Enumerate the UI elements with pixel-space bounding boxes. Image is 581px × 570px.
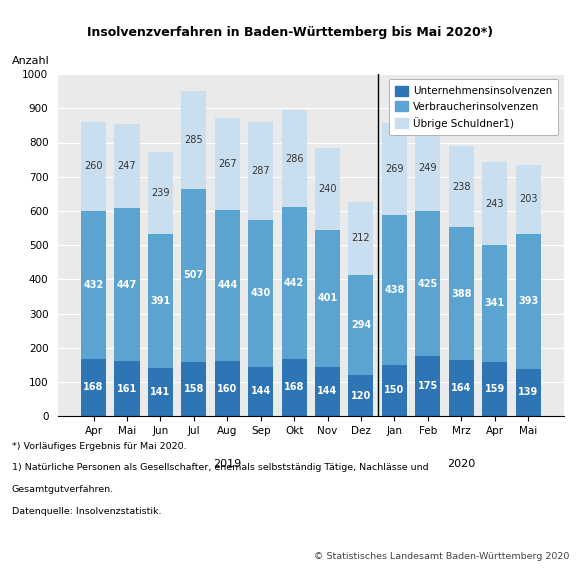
Text: Gesamtgutverfahren.: Gesamtgutverfahren. <box>12 485 114 494</box>
Bar <box>215 210 240 361</box>
Text: 2020: 2020 <box>447 459 475 469</box>
Text: 164: 164 <box>451 383 471 393</box>
Text: 239: 239 <box>151 188 170 198</box>
Text: 1) Natürliche Personen als Gesellschafter, ehemals selbstständig Tätige, Nachläs: 1) Natürliche Personen als Gesellschafte… <box>12 463 428 473</box>
Text: 442: 442 <box>284 278 304 288</box>
Text: 286: 286 <box>285 153 303 164</box>
Bar <box>415 356 440 416</box>
Bar <box>148 234 173 368</box>
Text: 139: 139 <box>518 388 538 397</box>
Bar <box>282 109 307 207</box>
Bar <box>181 362 206 416</box>
Bar <box>349 275 374 375</box>
Text: 267: 267 <box>218 159 236 169</box>
Text: 260: 260 <box>84 161 103 172</box>
Text: 430: 430 <box>250 288 271 298</box>
Text: 120: 120 <box>351 390 371 401</box>
Bar <box>148 368 173 416</box>
Text: 168: 168 <box>284 382 304 392</box>
Bar <box>482 362 507 416</box>
Text: 238: 238 <box>452 182 471 192</box>
Bar <box>282 207 307 359</box>
Bar <box>349 202 374 275</box>
Bar <box>382 215 407 365</box>
Text: 240: 240 <box>318 184 337 194</box>
Text: 158: 158 <box>184 384 204 394</box>
Bar <box>449 360 474 416</box>
Text: *) Vorläufiges Ergebnis für Mai 2020.: *) Vorläufiges Ergebnis für Mai 2020. <box>12 442 187 451</box>
Text: © Statistisches Landesamt Baden-Württemberg 2020: © Statistisches Landesamt Baden-Württemb… <box>314 552 569 561</box>
Text: 287: 287 <box>252 166 270 176</box>
Bar <box>482 245 507 362</box>
Bar <box>349 375 374 416</box>
Text: 438: 438 <box>384 285 404 295</box>
Text: 160: 160 <box>217 384 238 394</box>
Text: 175: 175 <box>418 381 438 391</box>
Bar <box>315 367 340 416</box>
Text: 249: 249 <box>418 164 437 173</box>
Bar <box>515 165 540 234</box>
Bar <box>81 359 106 416</box>
Bar <box>114 361 139 416</box>
Bar <box>248 121 273 220</box>
Bar <box>282 359 307 416</box>
Text: 507: 507 <box>184 270 204 280</box>
Text: Datenquelle: Insolvenzstatistik.: Datenquelle: Insolvenzstatistik. <box>12 507 161 516</box>
Text: 294: 294 <box>351 320 371 330</box>
Bar <box>148 152 173 234</box>
Legend: Unternehmensinsolvenzen, Verbraucherinsolvenzen, Übrige Schuldner1): Unternehmensinsolvenzen, Verbraucherinso… <box>389 79 558 135</box>
Text: 447: 447 <box>117 280 137 290</box>
Bar <box>114 124 139 208</box>
Text: 168: 168 <box>84 382 104 392</box>
Text: Anzahl: Anzahl <box>12 55 49 66</box>
Text: 144: 144 <box>250 386 271 397</box>
Bar <box>415 211 440 356</box>
Text: 247: 247 <box>118 161 137 171</box>
Bar <box>81 122 106 211</box>
Text: 150: 150 <box>384 385 404 396</box>
Bar <box>215 361 240 416</box>
Text: 2019: 2019 <box>213 459 242 469</box>
Bar <box>382 123 407 215</box>
Text: 161: 161 <box>117 384 137 393</box>
Bar <box>315 230 340 367</box>
Bar <box>248 367 273 416</box>
Bar <box>181 189 206 362</box>
Text: Insolvenzverfahren in Baden-Württemberg bis Mai 2020*): Insolvenzverfahren in Baden-Württemberg … <box>87 26 494 39</box>
Bar <box>81 211 106 359</box>
Bar <box>449 227 474 360</box>
Text: 141: 141 <box>150 387 171 397</box>
Bar <box>248 220 273 367</box>
Text: 269: 269 <box>385 164 404 174</box>
Text: 444: 444 <box>217 280 238 291</box>
Text: 425: 425 <box>418 279 438 288</box>
Text: 203: 203 <box>519 194 537 205</box>
Text: 432: 432 <box>84 280 104 290</box>
Bar <box>114 208 139 361</box>
Text: 388: 388 <box>451 288 471 299</box>
Bar <box>515 369 540 416</box>
Bar <box>449 146 474 227</box>
Bar <box>215 118 240 210</box>
Text: 243: 243 <box>485 198 504 209</box>
Bar <box>315 148 340 230</box>
Text: 285: 285 <box>185 135 203 145</box>
Bar <box>382 365 407 416</box>
Bar <box>181 91 206 189</box>
Text: 341: 341 <box>485 299 505 308</box>
Bar <box>415 126 440 211</box>
Bar <box>515 234 540 369</box>
Text: 159: 159 <box>485 384 505 394</box>
Bar <box>482 162 507 245</box>
Text: 144: 144 <box>317 386 338 397</box>
Text: 393: 393 <box>518 296 538 306</box>
Text: 401: 401 <box>317 294 338 303</box>
Text: 391: 391 <box>150 296 171 306</box>
Text: 212: 212 <box>352 233 370 243</box>
